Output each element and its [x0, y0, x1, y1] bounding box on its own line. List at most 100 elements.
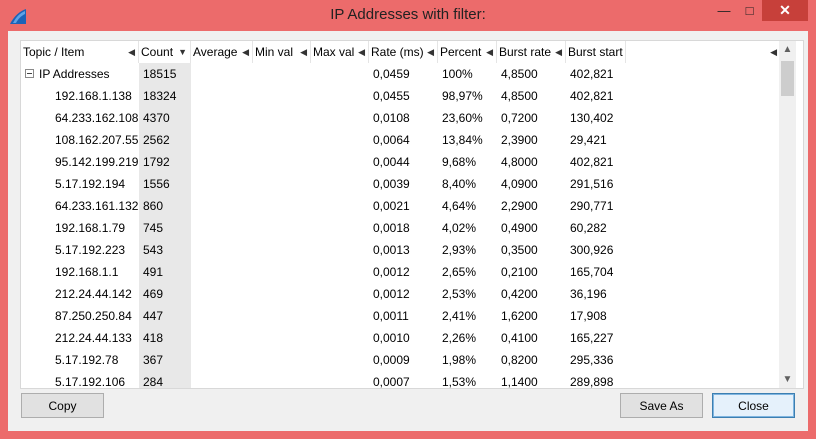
cell-topic: 5.17.192.223	[55, 243, 126, 257]
column-header-average[interactable]: Average ◀	[191, 41, 253, 63]
cell-topic: 64.233.161.132	[55, 199, 139, 213]
column-header-count[interactable]: Count ▼	[139, 41, 191, 63]
cell-percent: 2,26%	[442, 331, 477, 345]
cell-percent: 4,02%	[442, 221, 477, 235]
window-close-button[interactable]: ✕	[762, 0, 808, 21]
cell-burst-rate: 2,3900	[501, 133, 538, 147]
cell-burst-start: 29,421	[570, 133, 607, 147]
collapse-column-icon[interactable]: ◀	[770, 47, 777, 57]
column-header-label: Average	[193, 45, 238, 59]
collapse-column-icon[interactable]: ◀	[555, 47, 562, 57]
column-header-label: Percent	[440, 45, 482, 59]
tree-row[interactable]: 64.233.162.108 4370 0,0108 23,60% 0,7200 130,…	[21, 107, 781, 129]
cell-rate: 0,0455	[373, 89, 410, 103]
tree-row[interactable]: 192.168.1.1 491 0,0012 2,65% 0,2100 165,704	[21, 261, 781, 283]
column-header-min-val[interactable]: Min val ◀	[253, 41, 311, 63]
column-header-topic[interactable]: Topic / Item ◀	[21, 41, 139, 63]
tree-row[interactable]: 5.17.192.78 367 0,0009 1,98% 0,8200 295,336	[21, 349, 781, 371]
cell-percent: 2,41%	[442, 309, 477, 323]
tree-root-row[interactable]: IP Addresses 18515 0,0459 100% 4,8500 402,821	[21, 63, 781, 85]
collapse-column-icon[interactable]: ◀	[242, 47, 249, 57]
column-header-percent[interactable]: Percent ◀	[438, 41, 497, 63]
scroll-thumb[interactable]	[781, 61, 794, 96]
cell-burst-start: 36,196	[570, 287, 607, 301]
tree-row[interactable]: 87.250.250.84 447 0,0011 2,41% 1,6200 17,908	[21, 305, 781, 327]
cell-rate: 0,0009	[373, 353, 410, 367]
collapse-column-icon[interactable]: ◀	[358, 47, 365, 57]
cell-topic: IP Addresses	[39, 67, 110, 81]
cell-count: 1792	[143, 155, 170, 169]
cell-burst-start: 402,821	[570, 155, 614, 169]
cell-topic: 192.168.1.138	[55, 89, 132, 103]
cell-count: 418	[143, 331, 164, 345]
tree-row[interactable]: 64.233.161.132 860 0,0021 4,64% 2,2900 290,77…	[21, 195, 781, 217]
tree-row[interactable]: 108.162.207.55 2562 0,0064 13,84% 2,3900 29,4…	[21, 129, 781, 151]
cell-burst-rate: 0,4100	[501, 331, 538, 345]
cell-rate: 0,0011	[373, 309, 409, 323]
maximize-button[interactable]: □	[745, 3, 754, 18]
cell-burst-start: 130,402	[570, 111, 614, 125]
header-filler: ◀	[626, 41, 781, 63]
column-header-label: Burst rate	[499, 45, 552, 59]
cell-rate: 0,0064	[373, 133, 410, 147]
tree-row[interactable]: 5.17.192.194 1556 0,0039 8,40% 4,0900 291,516	[21, 173, 781, 195]
cell-count: 2562	[143, 133, 170, 147]
cell-rate: 0,0012	[373, 265, 410, 279]
column-header-label: Max val	[313, 45, 355, 59]
cell-topic: 212.24.44.142	[55, 287, 132, 301]
tree-row[interactable]: 5.17.192.106 284 0,0007 1,53% 1,1400 289,898	[21, 371, 781, 389]
cell-count: 543	[143, 243, 164, 257]
cell-burst-start: 402,821	[570, 67, 614, 81]
column-header-rate[interactable]: Rate (ms) ◀	[369, 41, 438, 63]
stats-tree[interactable]: Topic / Item ◀ Count ▼ Average ◀ Min val ◀ Max v…	[20, 40, 804, 389]
cell-rate: 0,0039	[373, 177, 410, 191]
tree-row[interactable]: 95.142.199.219 1792 0,0044 9,68% 4,8000 402,8…	[21, 151, 781, 173]
tree-row[interactable]: 5.17.192.223 543 0,0013 2,93% 0,3500 300,926	[21, 239, 781, 261]
save-as-button[interactable]: Save As	[620, 393, 703, 418]
cell-burst-start: 165,227	[570, 331, 614, 345]
sorted-column-highlight	[139, 63, 191, 388]
vertical-scrollbar[interactable]: ▲ ▼	[779, 41, 796, 388]
tree-row[interactable]: 192.168.1.79 745 0,0018 4,02% 0,4900 60,282	[21, 217, 781, 239]
title-bar[interactable]: IP Addresses with filter: — □ ✕	[0, 0, 816, 32]
cell-rate: 0,0021	[373, 199, 410, 213]
column-header-label: Rate (ms)	[371, 45, 424, 59]
cell-rate: 0,0044	[373, 155, 410, 169]
cell-topic: 5.17.192.194	[55, 177, 126, 191]
column-header-burst-rate[interactable]: Burst rate ◀	[497, 41, 566, 63]
cell-topic: 108.162.207.55	[55, 133, 139, 147]
tree-row[interactable]: 212.24.44.142 469 0,0012 2,53% 0,4200 36,196	[21, 283, 781, 305]
cell-burst-rate: 4,8500	[501, 67, 538, 81]
column-header-burst-start[interactable]: Burst start	[566, 41, 626, 63]
cell-burst-rate: 4,8000	[501, 155, 538, 169]
cell-rate: 0,0108	[373, 111, 410, 125]
cell-burst-rate: 4,8500	[501, 89, 538, 103]
collapse-column-icon[interactable]: ◀	[128, 47, 135, 57]
scroll-up-icon[interactable]: ▲	[782, 44, 793, 55]
tree-row[interactable]: 192.168.1.138 18324 0,0455 98,97% 4,8500 402,…	[21, 85, 781, 107]
cell-topic: 212.24.44.133	[55, 331, 132, 345]
cell-rate: 0,0013	[373, 243, 410, 257]
scroll-down-icon[interactable]: ▼	[782, 374, 793, 385]
collapse-column-icon[interactable]: ◀	[486, 47, 493, 57]
cell-topic: 192.168.1.1	[55, 265, 119, 279]
cell-percent: 100%	[442, 67, 473, 81]
tree-row[interactable]: 212.24.44.133 418 0,0010 2,26% 0,4100 165,227	[21, 327, 781, 349]
column-header: Topic / Item ◀ Count ▼ Average ◀ Min val ◀ Max v…	[21, 41, 781, 63]
close-button[interactable]: Close	[712, 393, 795, 418]
cell-count: 18515	[143, 67, 177, 81]
collapse-toggle-icon[interactable]	[25, 69, 34, 78]
collapse-column-icon[interactable]: ◀	[300, 47, 307, 57]
cell-count: 491	[143, 265, 164, 279]
column-header-max-val[interactable]: Max val ◀	[311, 41, 369, 63]
cell-percent: 2,65%	[442, 265, 477, 279]
cell-rate: 0,0007	[373, 375, 410, 389]
column-header-label: Topic / Item	[23, 45, 85, 59]
minimize-button[interactable]: —	[717, 3, 731, 18]
sort-descending-icon[interactable]: ▼	[178, 47, 187, 57]
cell-burst-start: 300,926	[570, 243, 614, 257]
collapse-column-icon[interactable]: ◀	[427, 47, 434, 57]
cell-burst-start: 165,704	[570, 265, 614, 279]
copy-button[interactable]: Copy	[21, 393, 104, 418]
